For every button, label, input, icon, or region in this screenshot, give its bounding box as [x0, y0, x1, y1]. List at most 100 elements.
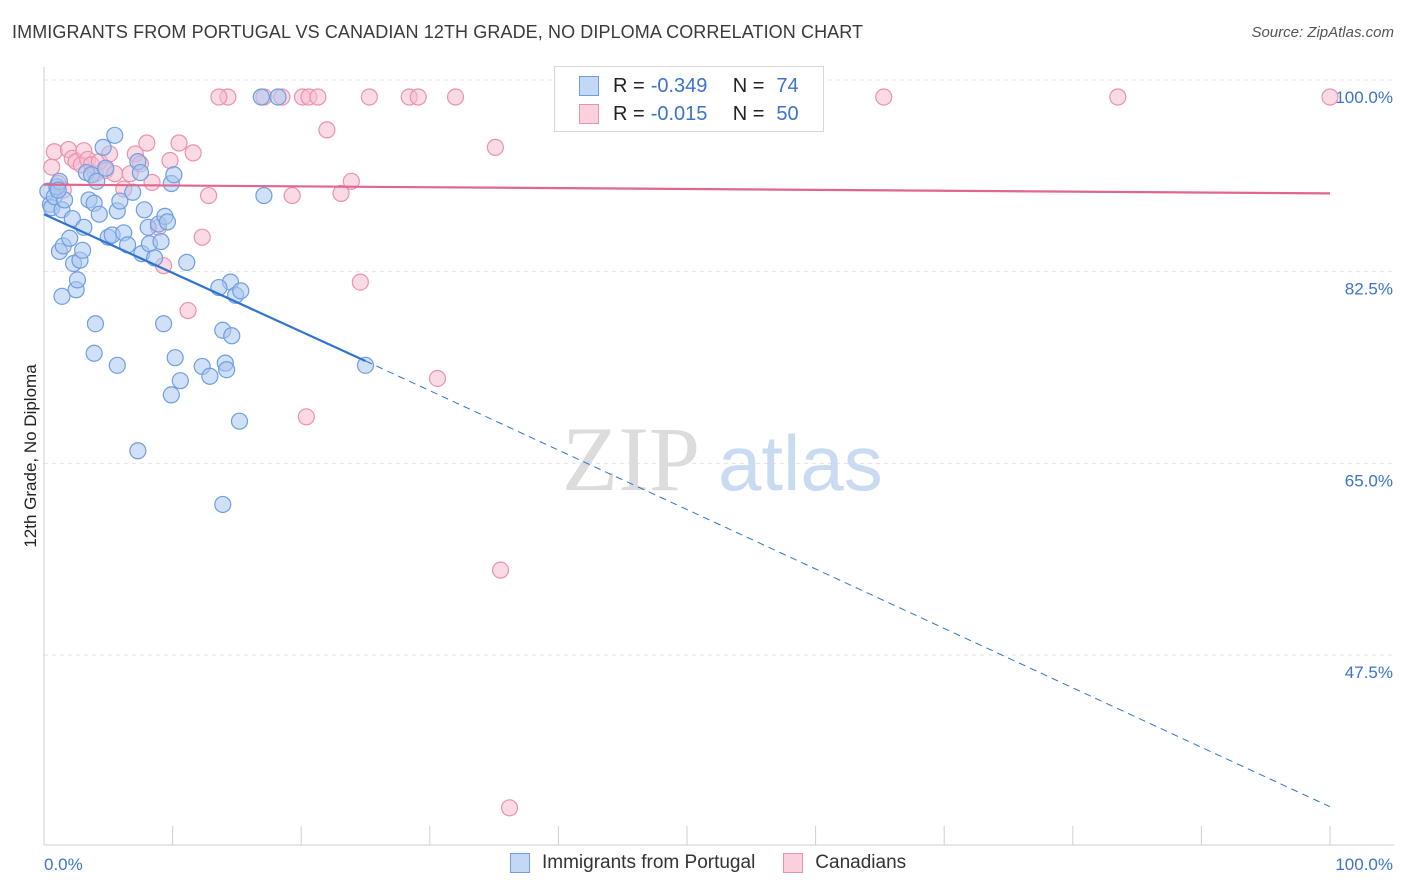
portugal-point [49, 181, 67, 199]
portugal-point [111, 192, 129, 210]
portugal-point [214, 495, 232, 514]
portugal-point [108, 356, 126, 374]
bottom-legend-canadians: Canadians [783, 852, 906, 874]
portugal-point [135, 201, 153, 219]
portugal-point [178, 253, 196, 271]
legend-n-value: 74 [776, 74, 799, 97]
canadians-point [409, 88, 427, 106]
canadians-point [446, 88, 465, 106]
legend-r-label: R = [613, 74, 645, 97]
portugal-point [97, 159, 115, 177]
legend-n-label: N = [732, 102, 765, 125]
canadians-point [342, 172, 360, 190]
bottom-legend-swatch-portugal [510, 853, 530, 873]
trend-lines [43, 183, 1331, 808]
portugal-point [124, 183, 142, 201]
canadians-point [318, 121, 336, 139]
canadians-point [500, 799, 519, 817]
canadians-point [351, 273, 369, 291]
portugal-trend-extension [365, 360, 1331, 808]
canadians-point [486, 138, 504, 156]
canadians-point [161, 151, 179, 170]
series-canadians [43, 88, 1339, 817]
bottom-legend: Immigrants from Portugal Canadians [510, 852, 934, 874]
legend-r-value: -0.015 [650, 102, 708, 125]
legend-swatch-canadians [579, 104, 599, 124]
portugal-point [61, 229, 79, 247]
portugal-point [152, 232, 170, 251]
portugal-point [94, 138, 112, 156]
portugal-point [131, 163, 150, 182]
canadians-point [45, 143, 63, 161]
canadians-point [1109, 88, 1127, 106]
legend-n-value: 50 [776, 102, 799, 125]
x-tick-label-max: 100.0% [1335, 855, 1393, 874]
canadians-point [283, 186, 301, 205]
canadians-point [332, 184, 350, 202]
portugal-point [252, 88, 270, 106]
portugal-point [154, 315, 173, 333]
y-tick-labels: 47.5% 65.0% 82.5% 100.0% [1335, 88, 1393, 682]
legend-n-label: N = [732, 74, 765, 97]
canadians-point [875, 88, 893, 106]
y-axis-title: 12th Grade, No Diploma [21, 364, 40, 548]
portugal-point [269, 88, 287, 106]
canadians-point [297, 408, 315, 426]
legend-swatch-portugal [579, 76, 599, 96]
canadians-point [1321, 88, 1339, 106]
canadians-point [184, 144, 202, 162]
portugal-point [106, 126, 124, 144]
portugal-point [90, 205, 108, 223]
y-tick-label: 65.0% [1345, 471, 1393, 490]
canadians-point [179, 301, 197, 320]
canadians-point [428, 369, 447, 388]
portugal-point [86, 315, 105, 333]
portugal-point [232, 282, 250, 300]
portugal-point [158, 213, 177, 231]
canadians-point [170, 134, 188, 152]
legend-r-label: R = [613, 102, 645, 125]
legend: R = -0.349 N = 74 R = -0.015 N = 50 [554, 66, 824, 132]
bottom-legend-swatch-canadians [783, 853, 804, 873]
legend-r-value: -0.349 [650, 74, 708, 97]
x-tick-label-min: 0.0% [44, 855, 83, 874]
portugal-point [165, 166, 183, 184]
portugal-point [129, 442, 147, 460]
portugal-point [68, 271, 87, 289]
chart-title: IMMIGRANTS FROM PORTUGAL VS CANADIAN 12T… [12, 22, 864, 42]
y-tick-label: 47.5% [1345, 663, 1393, 682]
canadians-point [193, 228, 211, 246]
bottom-legend-label-canadians: Canadians [815, 852, 907, 873]
x-ticks [43, 826, 1331, 845]
portugal-trend-line [43, 213, 366, 362]
bottom-legend-portugal: Immigrants from Portugal [510, 852, 755, 874]
portugal-point [171, 372, 189, 390]
canadians-point [210, 88, 228, 106]
watermark-zip: ZIP [562, 408, 700, 510]
portugal-point [223, 327, 241, 345]
portugal-point [53, 287, 71, 305]
portugal-point [218, 361, 236, 379]
portugal-point [201, 367, 219, 385]
canadians-point [200, 186, 218, 205]
canadians-trend-line [43, 183, 1331, 195]
watermark-atlas: atlas [718, 419, 883, 507]
y-tick-label: 100.0% [1335, 88, 1393, 107]
y-tick-label: 82.5% [1345, 280, 1393, 299]
portugal-point [73, 241, 92, 259]
legend-row-canadians: R = -0.015 N = 50 [555, 101, 799, 127]
gridlines [44, 79, 1394, 656]
bottom-legend-label-portugal: Immigrants from Portugal [542, 852, 756, 873]
source-label: Source: ZipAtlas.com [1251, 24, 1394, 41]
canadians-point [43, 158, 61, 176]
canadians-point [360, 88, 378, 106]
legend-row-portugal: R = -0.349 N = 74 [555, 73, 799, 99]
portugal-point [166, 349, 184, 367]
canadians-point [309, 88, 327, 106]
canadians-point [138, 134, 156, 152]
portugal-point [162, 386, 180, 404]
series-portugal [39, 88, 375, 514]
portugal-point [85, 344, 103, 362]
portugal-point [230, 412, 249, 430]
